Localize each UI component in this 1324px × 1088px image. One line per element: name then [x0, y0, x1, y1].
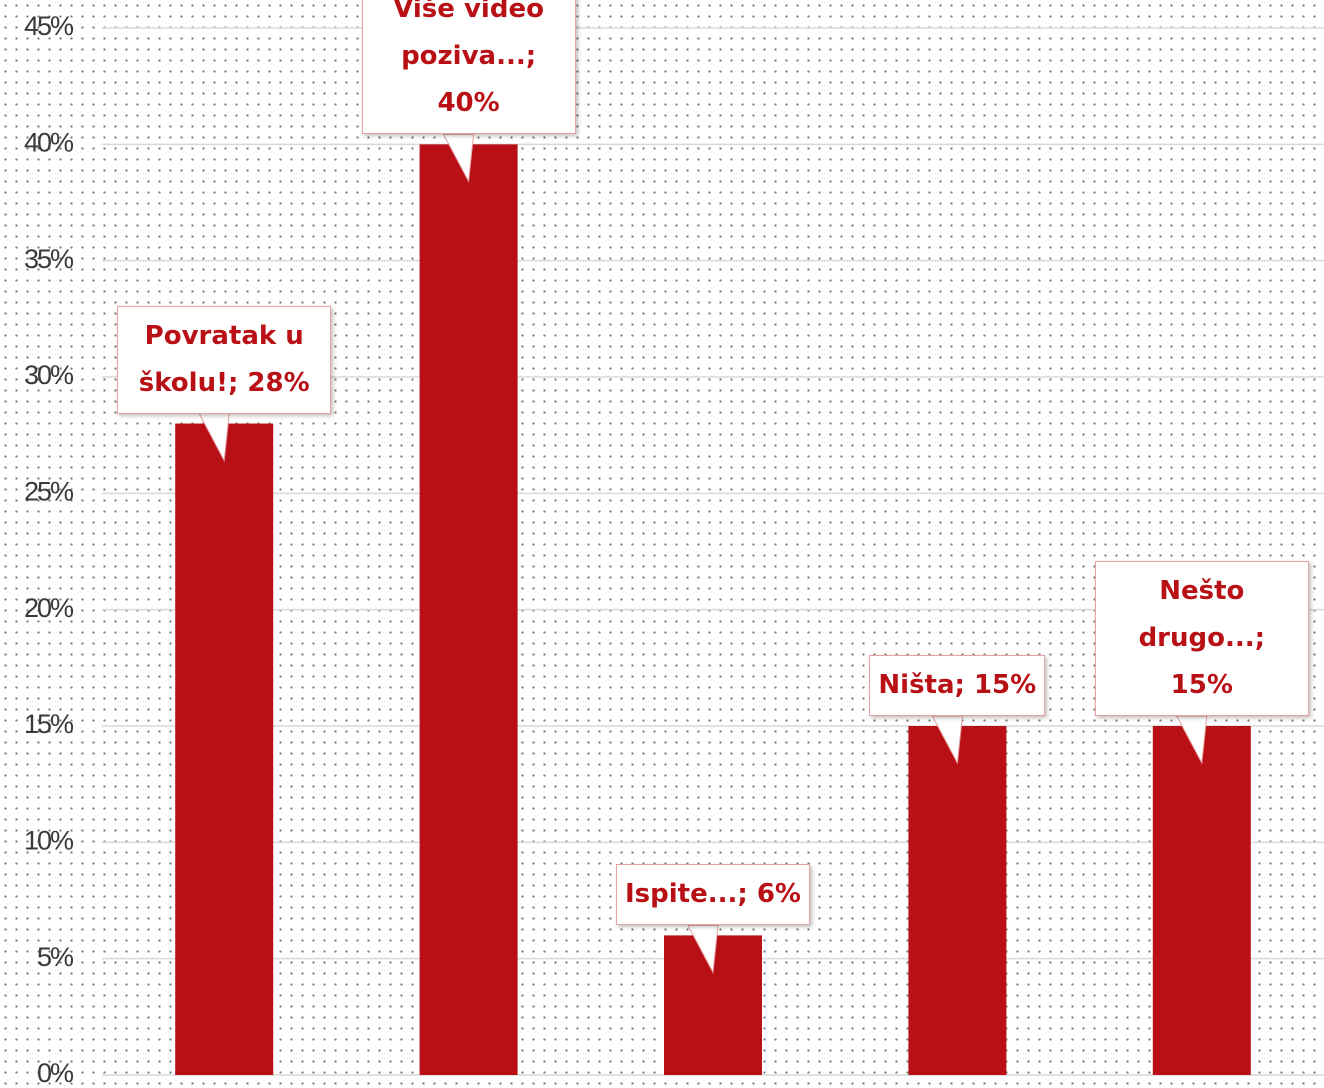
y-tick-label: 0% — [37, 1058, 74, 1088]
callout-pointer — [198, 413, 230, 463]
data-label: Nešto drugo...; 15% — [1094, 561, 1309, 716]
data-label: Ispite...; 6% — [616, 864, 810, 926]
bar — [908, 726, 1007, 1075]
bar — [175, 423, 274, 1075]
y-tick-label: 5% — [37, 942, 74, 972]
y-tick-label: 20% — [24, 593, 74, 623]
y-tick-label: 35% — [24, 244, 74, 274]
callout-pointer — [1175, 715, 1208, 765]
y-tick-label: 15% — [24, 709, 74, 739]
bar — [1152, 726, 1251, 1075]
bar — [419, 144, 518, 1076]
y-tick-label: 40% — [24, 127, 74, 157]
data-label: Više video poziva...; 40% — [361, 0, 576, 135]
callout-pointer — [931, 715, 963, 765]
y-tick-label: 25% — [24, 476, 74, 506]
data-label: Povratak u školu!; 28% — [117, 305, 332, 414]
data-label: Ništa; 15% — [869, 655, 1046, 716]
y-tick-label: 10% — [24, 825, 74, 855]
callout-pointer — [687, 924, 719, 975]
y-tick-label: 45% — [24, 11, 74, 41]
y-tick-label: 30% — [24, 360, 74, 390]
